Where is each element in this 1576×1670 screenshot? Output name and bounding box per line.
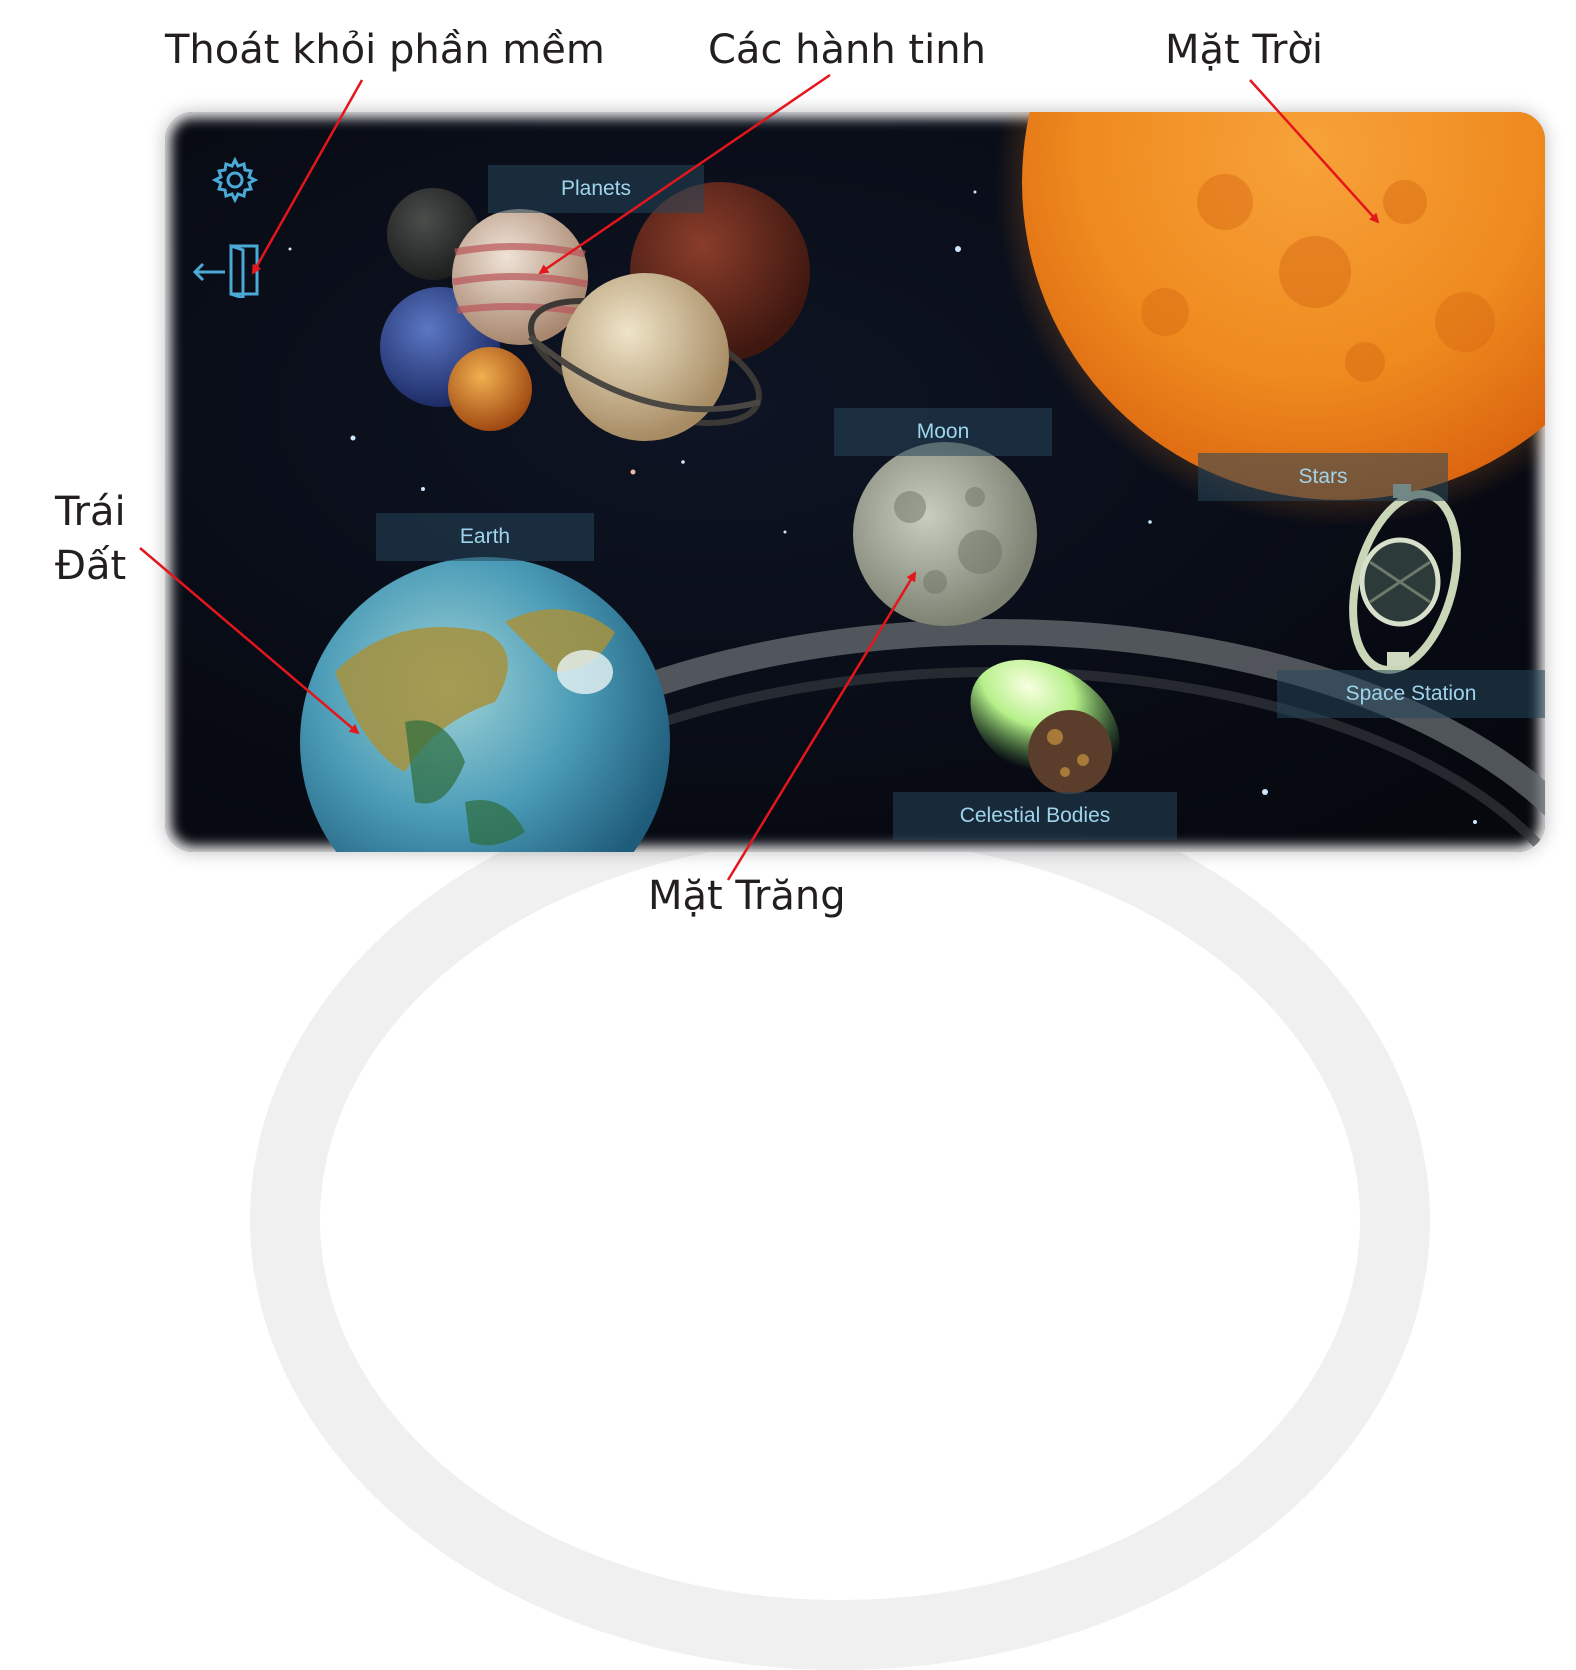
menu-tile-stars[interactable]: Stars [1198, 453, 1448, 501]
comet-texture [1047, 729, 1089, 777]
menu-tile-space-station[interactable]: Space Station [1277, 670, 1545, 718]
app-screen: Planets Moon Earth Stars Space Station C… [165, 112, 1545, 852]
space-station[interactable] [1335, 483, 1474, 682]
menu-tile-planets[interactable]: Planets [488, 165, 704, 213]
moon[interactable] [853, 442, 1037, 626]
space-scene [288, 112, 1545, 852]
callout-exit-label: Thoát khỏi phần mềm [165, 27, 605, 73]
orbit-ring [380, 619, 1545, 852]
menu-tile-moon[interactable]: Moon [834, 408, 1052, 456]
exit-door-icon[interactable] [191, 242, 263, 301]
menu-tile-celestial-bodies[interactable]: Celestial Bodies [893, 792, 1177, 840]
callout-sun-label: Mặt Trời [1165, 27, 1324, 73]
planet-venus[interactable] [448, 347, 532, 431]
saturn-ring-front [528, 334, 761, 413]
callout-earth-label-line2: Đất [55, 543, 127, 589]
menu-tile-earth[interactable]: Earth [376, 513, 594, 561]
callout-earth-label-line1: Trái [55, 489, 126, 535]
planet-saturn[interactable] [561, 273, 729, 441]
sun-spots [1141, 174, 1495, 382]
earth-forests [405, 720, 525, 846]
earth-cloud [557, 650, 613, 694]
moon-craters [894, 487, 1002, 594]
callout-moon-label: Mặt Trăng [648, 873, 846, 919]
comet[interactable] [1028, 710, 1112, 794]
gear-icon[interactable] [211, 156, 259, 204]
callout-planets-label: Các hành tinh [708, 27, 986, 73]
